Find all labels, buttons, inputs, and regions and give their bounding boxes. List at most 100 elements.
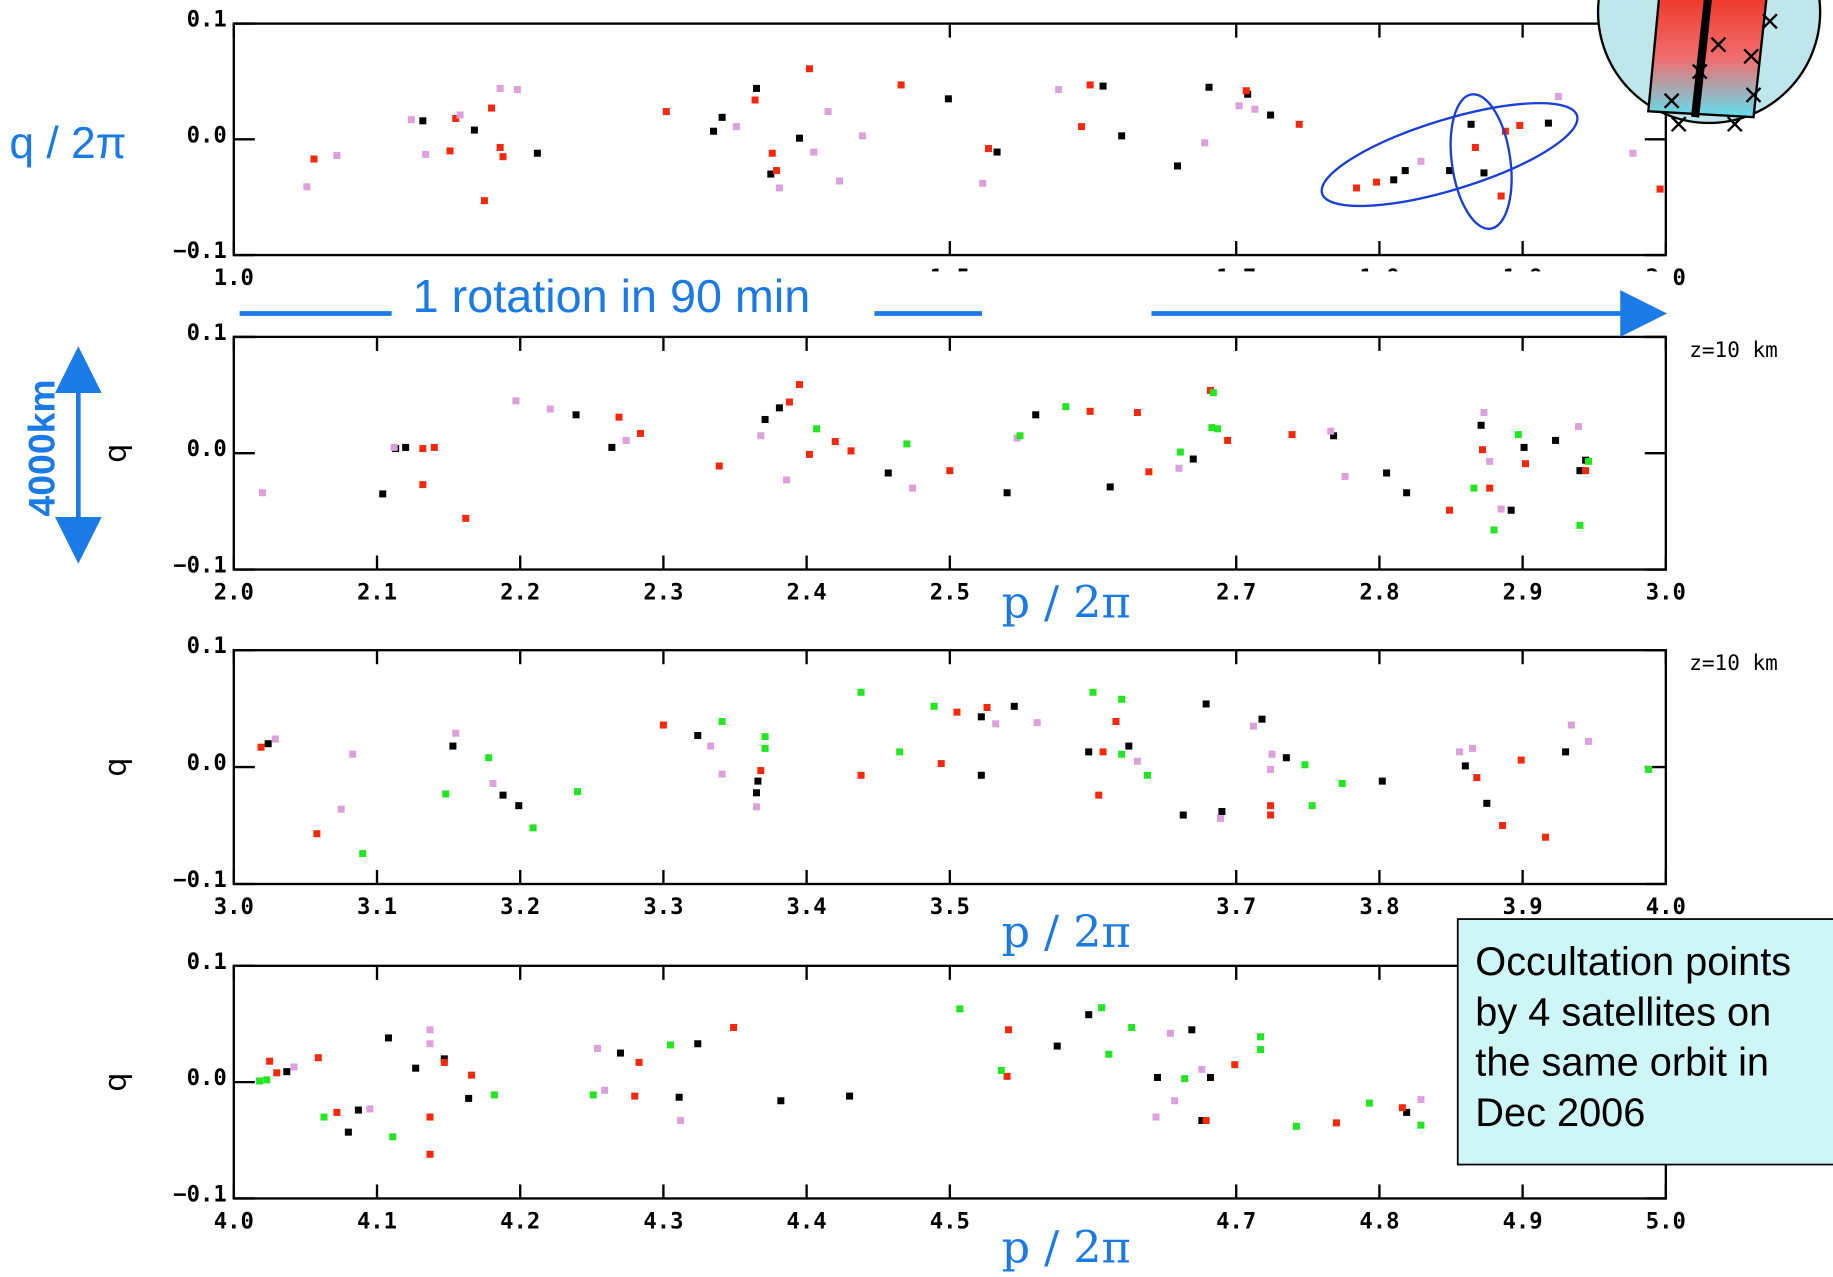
point	[1181, 1075, 1189, 1083]
x-tick-label: 3.7	[1216, 894, 1256, 920]
y-tick-label: −0.1	[173, 867, 226, 893]
point	[1209, 389, 1217, 397]
point	[1085, 1011, 1093, 1019]
point	[1153, 1073, 1161, 1081]
point	[805, 450, 813, 458]
point	[824, 108, 832, 116]
point	[667, 1041, 675, 1049]
point	[956, 1005, 964, 1013]
point	[1106, 483, 1114, 491]
point	[979, 179, 987, 187]
point	[752, 789, 760, 797]
point	[1267, 802, 1275, 810]
x-tick-label: 3.0	[214, 894, 254, 920]
point	[1479, 446, 1487, 454]
point	[1373, 178, 1381, 186]
point	[1544, 119, 1552, 127]
point	[1003, 489, 1011, 497]
x-tick-label: 5.0	[1646, 1208, 1686, 1234]
point	[754, 777, 762, 785]
point	[616, 1049, 624, 1057]
point	[944, 95, 952, 103]
y-axis-label: q	[98, 1072, 133, 1091]
point	[777, 1097, 785, 1105]
point	[1403, 489, 1411, 497]
x-tick-label: 3.8	[1359, 894, 1399, 920]
x-tick-label: 3.0	[1646, 579, 1686, 605]
caption-box: Occultation points by 4 satellites on the …	[1456, 918, 1833, 1166]
point	[1330, 432, 1338, 440]
point	[1257, 1046, 1265, 1054]
point	[993, 148, 1001, 156]
point	[1003, 1072, 1011, 1080]
point	[379, 490, 387, 498]
point	[412, 1064, 420, 1072]
point	[446, 147, 454, 155]
label-background	[981, 1200, 1152, 1262]
point	[496, 84, 504, 92]
caption-line: Dec 2006	[1475, 1091, 1645, 1135]
point	[1507, 506, 1515, 514]
point	[730, 1023, 738, 1031]
point	[1497, 192, 1505, 200]
point	[775, 184, 783, 192]
point	[1552, 436, 1560, 444]
point	[1470, 484, 1478, 492]
point	[1327, 427, 1335, 435]
point	[426, 1040, 434, 1048]
point	[273, 1069, 281, 1077]
point	[795, 134, 803, 142]
point	[1062, 403, 1070, 411]
x-tick-label: 3.2	[500, 894, 540, 920]
point	[1656, 185, 1664, 193]
point	[449, 742, 457, 750]
point	[1520, 443, 1528, 451]
point	[533, 149, 541, 157]
x-tick-label: 3.1	[357, 894, 397, 920]
point	[1175, 464, 1183, 472]
point	[857, 688, 865, 696]
point	[1189, 455, 1197, 463]
point	[468, 1071, 476, 1079]
point	[407, 116, 415, 124]
point	[761, 744, 769, 752]
point	[662, 108, 670, 116]
point	[1456, 748, 1464, 756]
y-tick-label: −0.1	[173, 1181, 226, 1207]
rotation-arrow: 1 rotation in 90 min	[239, 270, 1672, 337]
point	[1118, 132, 1126, 140]
y-axis-label: q	[98, 444, 133, 463]
point	[1095, 791, 1103, 799]
point	[257, 743, 265, 751]
point	[805, 65, 813, 73]
point	[1133, 408, 1141, 417]
point	[313, 830, 321, 838]
point	[1483, 799, 1491, 807]
y-axis-label: q	[98, 757, 133, 776]
caption-line: by 4 satellites on	[1475, 990, 1771, 1034]
rotation-label: 1 rotation in 90 min	[413, 270, 811, 322]
point	[1398, 1104, 1406, 1112]
point	[977, 713, 985, 721]
point	[1365, 1099, 1373, 1107]
point	[930, 702, 938, 710]
point	[290, 1063, 298, 1071]
point	[1353, 184, 1361, 192]
point	[1179, 811, 1187, 819]
point	[1143, 771, 1151, 779]
point	[1295, 120, 1303, 128]
point	[1446, 167, 1454, 175]
point	[1016, 432, 1024, 440]
point	[1089, 688, 1097, 696]
point	[465, 1094, 473, 1102]
point	[752, 84, 760, 92]
point	[783, 476, 791, 484]
point	[1128, 1023, 1136, 1031]
point	[857, 771, 865, 779]
point	[1574, 422, 1582, 430]
x-tick-label: 4.4	[787, 1208, 827, 1234]
point	[1567, 721, 1575, 729]
point	[1486, 484, 1494, 492]
x-tick-label: 3.3	[643, 894, 683, 920]
point	[440, 1058, 448, 1066]
